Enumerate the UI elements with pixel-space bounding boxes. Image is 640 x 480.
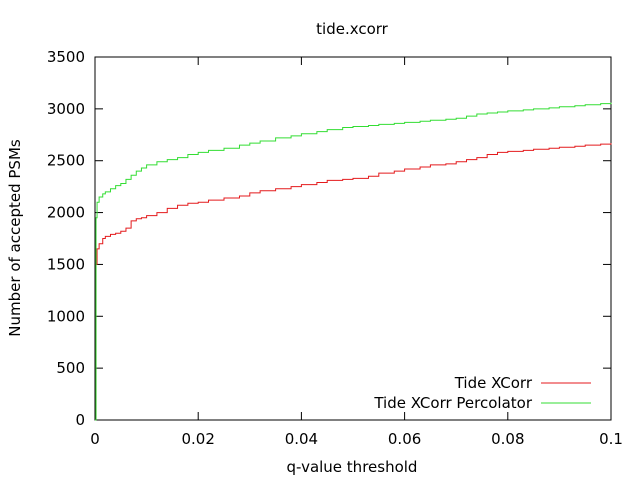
series-line-0: [95, 143, 612, 421]
y-tick-label: 3000: [47, 100, 85, 118]
legend-label-0: Tide XCorr: [454, 374, 533, 392]
x-axis-title: q-value threshold: [287, 458, 418, 476]
legend: Tide XCorr Tide XCorr Percolator: [373, 374, 591, 412]
x-tick-label: 0.08: [491, 430, 524, 448]
y-tick-label: 0: [75, 411, 85, 429]
series-lines: [95, 102, 612, 421]
y-tick-label: 1000: [47, 307, 85, 325]
series-line-1: [95, 102, 612, 421]
x-tick-label: 0.02: [181, 430, 214, 448]
y-tick-label: 2500: [47, 152, 85, 170]
x-tick-label: 0.1: [599, 430, 623, 448]
y-tick-label: 1500: [47, 255, 85, 273]
x-tick-label: 0: [90, 430, 100, 448]
x-axis: 0 0.02 0.04 0.06 0.08 0.1: [90, 57, 623, 448]
y-tick-label: 500: [56, 359, 85, 377]
y-tick-label: 3500: [47, 48, 85, 66]
y-axis-title: Number of accepted PSMs: [6, 139, 24, 337]
y-tick-label: 2000: [47, 204, 85, 222]
chart-title: tide.xcorr: [316, 20, 389, 38]
legend-label-1: Tide XCorr Percolator: [373, 394, 532, 412]
x-tick-label: 0.06: [388, 430, 421, 448]
plot-frame: [94, 56, 612, 421]
y-axis: 0 500 1000 1500 2000 2500 3000 3500: [47, 48, 611, 429]
x-tick-label: 0.04: [285, 430, 318, 448]
